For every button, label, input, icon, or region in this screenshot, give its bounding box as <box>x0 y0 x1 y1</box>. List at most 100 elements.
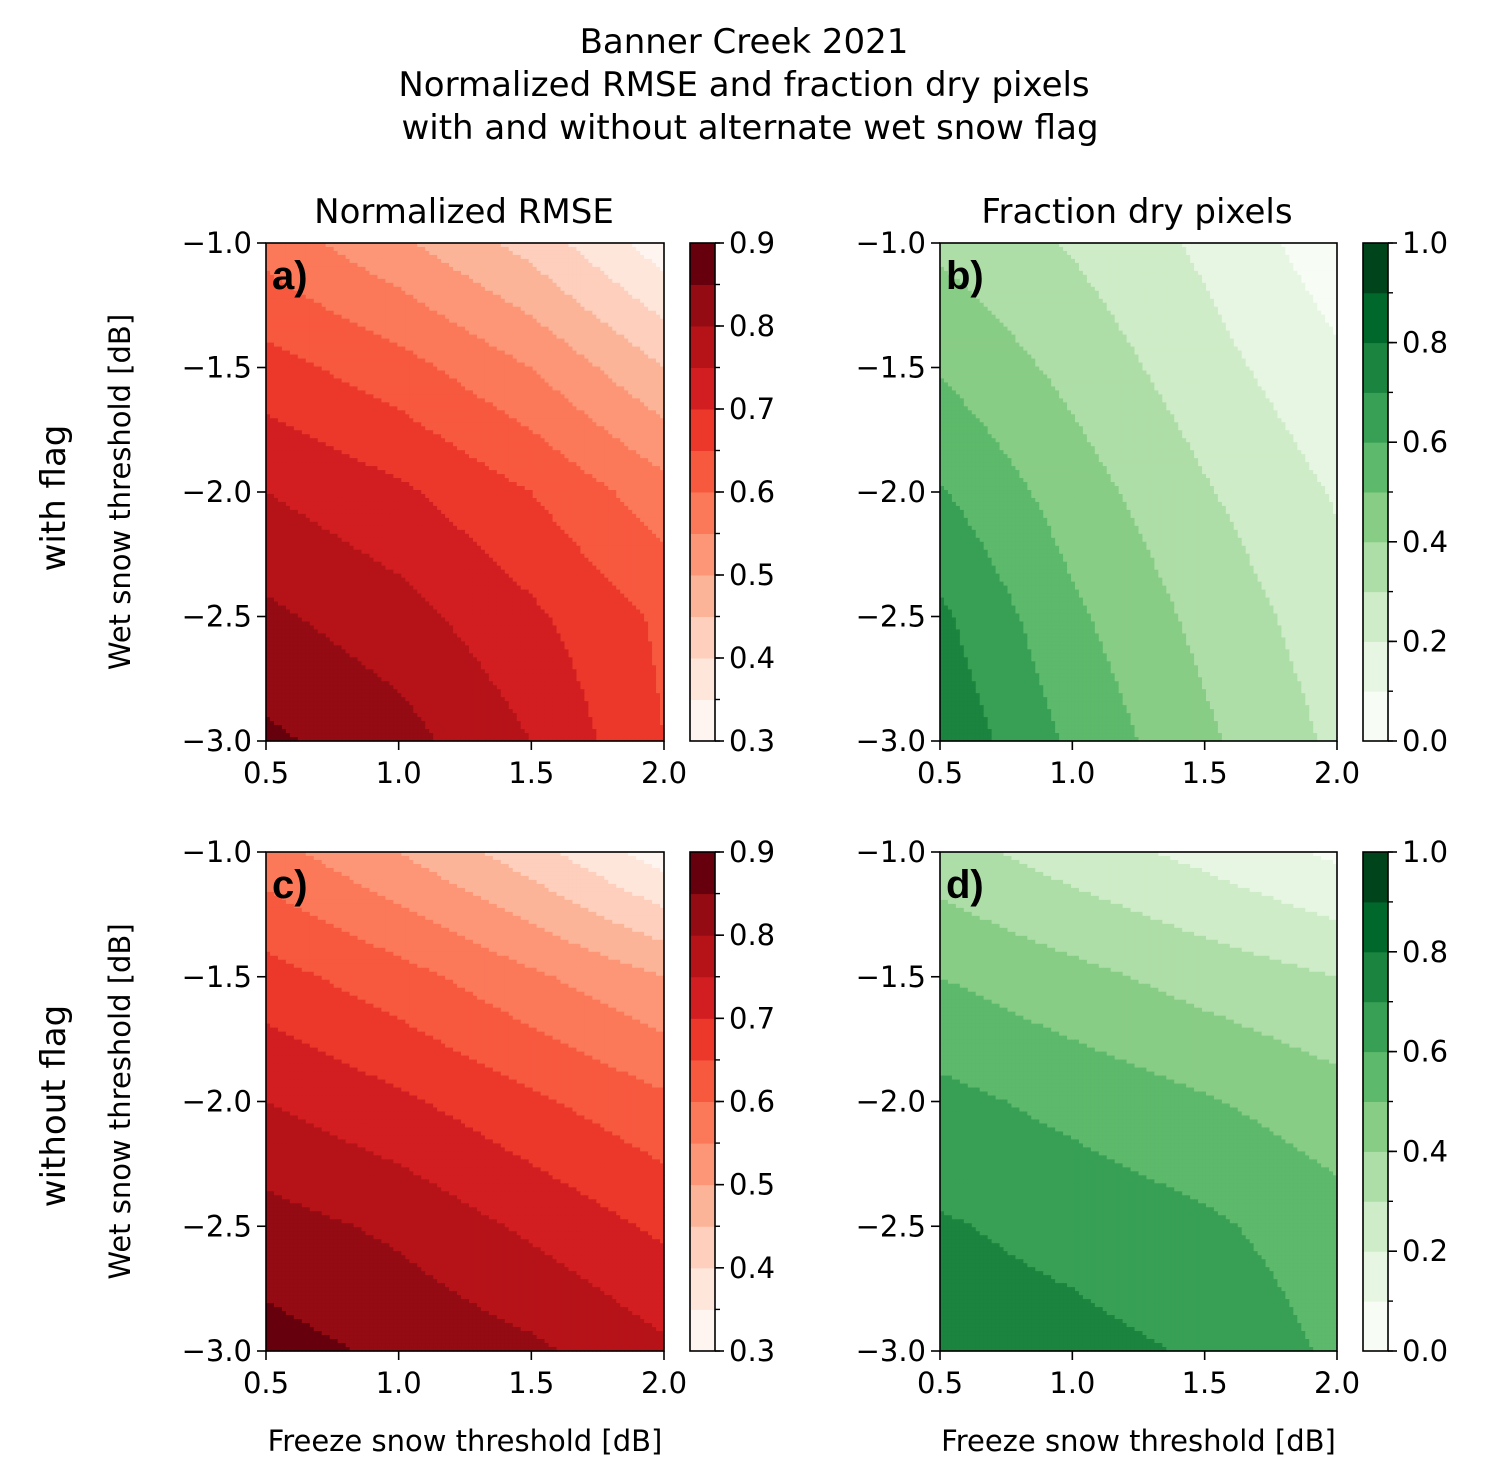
contour-cell <box>513 287 518 292</box>
contour-cell <box>373 331 378 336</box>
contour-cell <box>270 307 275 312</box>
contour-cell <box>533 315 538 320</box>
contour-cell <box>433 303 438 308</box>
contour-cell <box>477 359 482 364</box>
contour-cell <box>525 263 530 268</box>
contour-cell <box>640 355 645 360</box>
contour-cell <box>318 355 323 360</box>
contour-cell <box>278 343 283 348</box>
contour-cell <box>342 339 347 344</box>
contour-cell <box>310 267 315 272</box>
contour-cell <box>592 363 597 368</box>
contour-cell <box>588 359 593 364</box>
contour-cell <box>350 291 355 296</box>
contour-cell <box>541 323 546 328</box>
contour-cell <box>501 291 506 296</box>
contour-cell <box>282 323 287 328</box>
contour-cell <box>592 355 597 360</box>
contour-cell <box>525 295 530 300</box>
contour-cell <box>413 359 418 364</box>
contour-cell <box>608 351 613 356</box>
contour-cell <box>413 279 418 284</box>
contour-cell <box>362 303 367 308</box>
contour-cell <box>270 327 275 332</box>
contour-cell <box>636 303 641 308</box>
contour-cell <box>385 327 390 332</box>
contour-cell <box>509 355 514 360</box>
contour-cell <box>580 279 585 284</box>
contour-cell <box>350 263 355 268</box>
contour-cell <box>314 323 319 328</box>
contour-cell <box>481 287 486 292</box>
contour-cell <box>517 351 522 356</box>
contour-cell <box>549 275 554 280</box>
contour-cell <box>425 255 430 260</box>
contour-cell <box>612 251 617 256</box>
contour-cell <box>525 343 530 348</box>
contour-cell <box>616 315 621 320</box>
contour-cell <box>565 251 570 256</box>
contour-cell <box>449 359 454 364</box>
contour-cell <box>521 247 526 252</box>
contour-cell <box>397 279 402 284</box>
contour-cell <box>545 279 550 284</box>
contour-cell <box>612 363 617 368</box>
contour-cell <box>469 315 474 320</box>
contour-cell <box>397 299 402 304</box>
contour-cell <box>557 259 562 264</box>
contour-cell <box>588 335 593 340</box>
contour-cell <box>294 327 299 332</box>
contour-cell <box>533 283 538 288</box>
contour-cell <box>437 359 442 364</box>
contour-cell <box>405 351 410 356</box>
contour-cell <box>274 303 279 308</box>
contour-cell <box>632 347 637 352</box>
contour-cell <box>425 299 430 304</box>
contour-cell <box>509 259 514 264</box>
contour-cell <box>350 355 355 360</box>
contour-cell <box>473 271 478 276</box>
contour-cell <box>533 331 538 336</box>
contour-cell <box>346 347 351 352</box>
contour-cell <box>580 299 585 304</box>
contour-cell <box>636 267 641 272</box>
contour-cell <box>389 247 394 252</box>
contour-cell <box>549 319 554 324</box>
contour-cell <box>656 343 661 348</box>
contour-cell <box>369 263 374 268</box>
contour-cell <box>385 283 390 288</box>
contour-cell <box>441 327 446 332</box>
contour-cell <box>358 263 363 268</box>
contour-cell <box>652 343 657 348</box>
contour-cell <box>362 283 367 288</box>
contour-cell <box>413 247 418 252</box>
contour-cell <box>381 319 386 324</box>
contour-cell <box>274 247 279 252</box>
contour-cell <box>509 267 514 272</box>
contour-cell <box>417 343 422 348</box>
contour-cell <box>549 291 554 296</box>
contour-cell <box>461 247 466 252</box>
contour-cell <box>537 351 542 356</box>
contour-cell <box>477 283 482 288</box>
contour-cell <box>620 307 625 312</box>
contour-cell <box>354 347 359 352</box>
contour-cell <box>294 307 299 312</box>
contour-cell <box>453 259 458 264</box>
contour-cell <box>608 271 613 276</box>
contour-cell <box>537 267 542 272</box>
contour-cell <box>441 287 446 292</box>
contour-cell <box>366 263 371 268</box>
contour-cell <box>290 347 295 352</box>
contour-cell <box>525 311 530 316</box>
contour-cell <box>485 335 490 340</box>
contour-cell <box>302 311 307 316</box>
contour-cell <box>401 295 406 300</box>
contour-cell <box>369 291 374 296</box>
contour-cell <box>401 283 406 288</box>
contour-cell <box>640 267 645 272</box>
contour-cell <box>537 307 542 312</box>
contour-cell <box>417 255 422 260</box>
contour-cell <box>453 319 458 324</box>
contour-cell <box>565 299 570 304</box>
